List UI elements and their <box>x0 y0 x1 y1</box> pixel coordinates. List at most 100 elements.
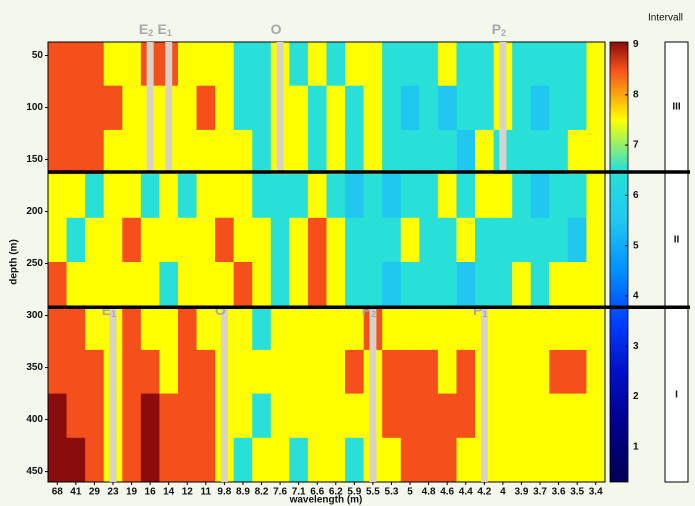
cell <box>307 129 327 175</box>
cell <box>567 437 587 483</box>
x-tick-label: 4.8 <box>422 487 436 498</box>
cell <box>475 42 495 87</box>
cell <box>382 42 402 87</box>
colorbar-tick-label: 3 <box>633 341 639 352</box>
cell <box>419 217 439 263</box>
annotation-bar <box>480 307 488 482</box>
cell <box>586 217 606 263</box>
cell <box>549 393 569 439</box>
cell <box>419 393 439 439</box>
cell <box>586 129 606 175</box>
cell <box>252 129 272 175</box>
cell <box>48 393 68 439</box>
colorbar-tick-label: 1 <box>633 441 639 452</box>
interval-label: I <box>675 389 678 400</box>
cell <box>345 262 365 307</box>
y-tick-label: 200 <box>26 206 43 217</box>
cell <box>400 306 420 351</box>
cell <box>456 437 476 483</box>
cell <box>567 349 587 395</box>
cell <box>177 306 198 351</box>
annotation-bar <box>109 307 117 482</box>
cell <box>363 129 383 175</box>
cell <box>307 85 327 131</box>
colorbar <box>609 41 629 483</box>
cell <box>85 349 105 395</box>
annotation-text: P <box>492 21 501 37</box>
cell <box>122 349 142 395</box>
cell <box>270 306 290 351</box>
cell <box>512 393 532 439</box>
cell <box>177 217 198 263</box>
cell <box>159 217 179 263</box>
cell <box>512 217 532 263</box>
cell <box>140 217 160 263</box>
x-tick-label: 8.2 <box>255 487 269 498</box>
annotation-sub: 1 <box>482 310 487 320</box>
cell <box>382 393 402 439</box>
x-tick-label: 5 <box>407 487 413 498</box>
annotation-label: E1 <box>158 21 172 39</box>
y-tick-label: 450 <box>26 466 43 477</box>
annotation-label: E2 <box>139 21 153 39</box>
cell <box>382 217 402 263</box>
cell <box>456 42 476 87</box>
cell <box>252 42 272 87</box>
cell <box>196 217 216 263</box>
cell <box>549 349 569 395</box>
cell <box>363 217 383 263</box>
cell <box>85 437 105 483</box>
cell <box>233 129 253 175</box>
cell <box>196 85 216 131</box>
y-tick-label: 400 <box>26 414 43 425</box>
cell <box>475 129 495 175</box>
cell <box>345 85 365 131</box>
annotation-bar <box>146 42 154 173</box>
cell <box>586 393 606 439</box>
annotation-text: P <box>362 302 371 318</box>
cell <box>252 349 272 395</box>
x-tick-label: 3.4 <box>589 487 603 498</box>
cell <box>177 262 198 307</box>
cell <box>512 85 532 131</box>
cell <box>437 129 457 175</box>
cell <box>307 262 327 307</box>
cell <box>66 129 86 175</box>
cell <box>159 437 179 483</box>
cell <box>456 262 476 307</box>
cell <box>122 129 142 175</box>
x-tick-label: 19 <box>126 487 138 498</box>
colorbar-tick-label: 4 <box>633 291 639 302</box>
cell <box>215 217 235 263</box>
cell <box>215 42 235 87</box>
cell <box>549 437 569 483</box>
x-tick-label: 3.7 <box>533 487 547 498</box>
annotation-text: E <box>102 302 111 318</box>
cell <box>475 217 495 263</box>
cell <box>549 217 569 263</box>
cell <box>252 217 272 263</box>
cell <box>475 85 495 131</box>
cell <box>270 217 290 263</box>
cell <box>48 306 68 351</box>
colorbar-tick-label: 5 <box>633 240 639 251</box>
cell <box>215 129 235 175</box>
cell <box>345 174 365 219</box>
cell <box>252 174 272 219</box>
cell <box>345 129 365 175</box>
cell <box>326 217 346 263</box>
cell <box>177 129 198 175</box>
x-tick-label: 6.6 <box>310 487 324 498</box>
cell <box>103 217 123 263</box>
cell <box>196 393 216 439</box>
cell <box>345 306 365 351</box>
cell <box>177 174 198 219</box>
cell <box>196 437 216 483</box>
cell <box>549 129 569 175</box>
cell <box>382 129 402 175</box>
cell <box>345 42 365 87</box>
cell <box>140 306 160 351</box>
cell <box>215 174 235 219</box>
cell <box>48 129 68 175</box>
cell <box>400 262 420 307</box>
